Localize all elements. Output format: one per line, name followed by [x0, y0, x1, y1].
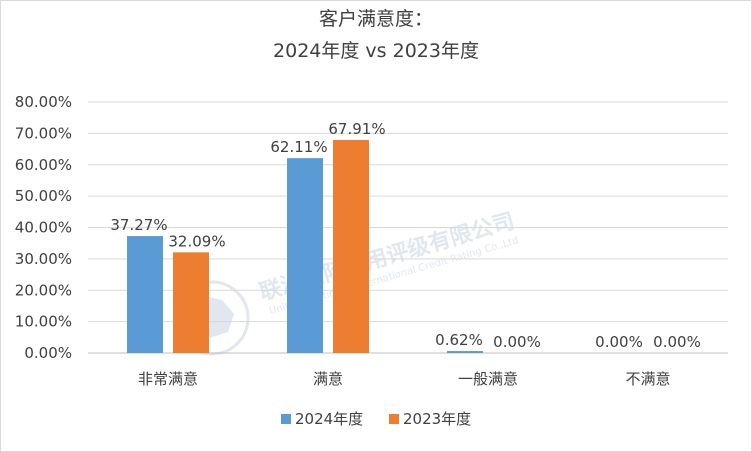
y-tick-label: 10.00% — [15, 313, 72, 331]
chart-title-line-2: 2024年度 vs 2023年度 — [273, 40, 479, 62]
bar-1-1 — [333, 139, 369, 353]
x-tick-label: 非常满意 — [138, 370, 198, 388]
data-label: 37.27% — [110, 216, 167, 234]
bar-0-0 — [127, 236, 163, 353]
y-axis-ticks: 0.00% 10.00% 20.00% 30.00% 40.00% 50.00% 60.00… — [15, 93, 72, 362]
x-tick-label: 满意 — [313, 370, 343, 388]
data-label: 0.62% — [435, 331, 483, 349]
bars — [127, 139, 483, 353]
data-label: 0.00% — [493, 333, 541, 351]
bar-0-1 — [287, 158, 323, 353]
y-tick-label: 80.00% — [15, 93, 72, 111]
bar-1-0 — [173, 252, 209, 353]
legend: 2024年度 2023年度 — [281, 410, 471, 428]
legend-swatch-2023 — [389, 414, 399, 424]
legend-label-2023: 2023年度 — [403, 410, 471, 428]
y-tick-label: 60.00% — [15, 156, 72, 174]
data-label: 32.09% — [168, 232, 225, 250]
x-tick-label: 一般满意 — [458, 370, 518, 388]
data-label: 0.00% — [653, 333, 701, 351]
y-tick-label: 70.00% — [15, 124, 72, 142]
legend-swatch-2024 — [281, 414, 291, 424]
y-tick-label: 40.00% — [15, 219, 72, 237]
x-axis-ticks: 非常满意 满意 一般满意 不满意 — [138, 370, 671, 388]
bar-0-2 — [447, 351, 483, 353]
y-tick-label: 0.00% — [24, 344, 72, 362]
data-label: 62.11% — [270, 138, 327, 156]
data-label: 67.91% — [328, 120, 385, 138]
chart-title-line-1: 客户满意度： — [319, 8, 433, 30]
data-label: 0.00% — [595, 333, 643, 351]
y-tick-label: 20.00% — [15, 281, 72, 299]
x-tick-label: 不满意 — [625, 370, 670, 388]
data-labels: 37.27%32.09% 62.11%67.91% 0.62% 0.00% 0.00% 0… — [110, 120, 700, 351]
y-tick-label: 50.00% — [15, 187, 72, 205]
legend-label-2024: 2024年度 — [295, 410, 363, 428]
y-tick-label: 30.00% — [15, 250, 72, 268]
